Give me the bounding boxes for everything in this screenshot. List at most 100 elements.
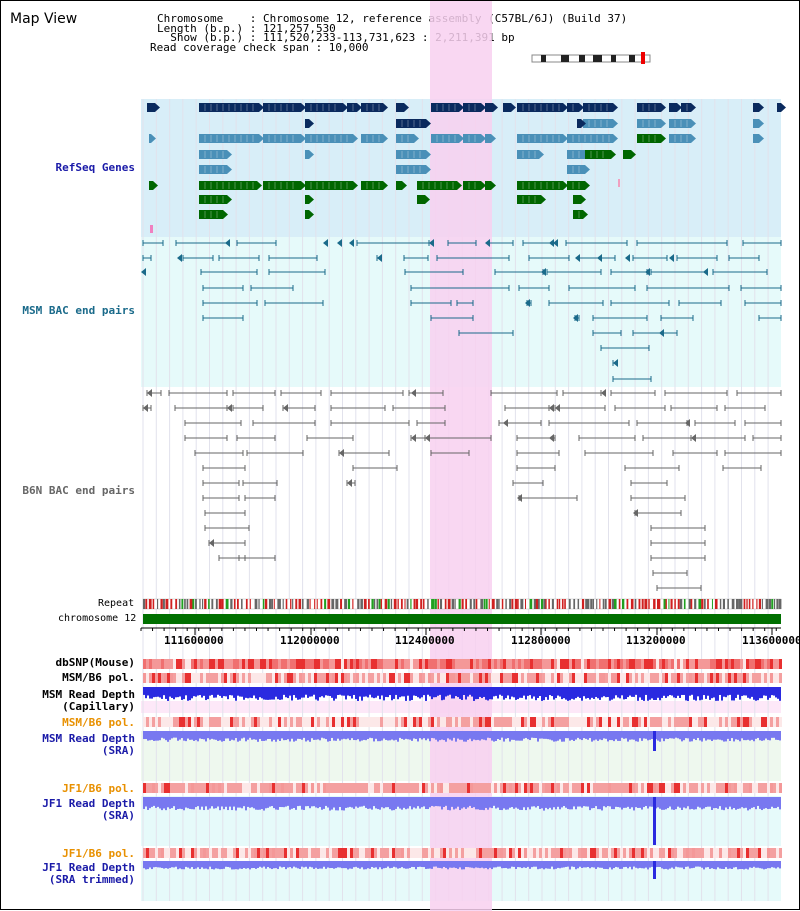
read-depth-spike <box>653 797 656 845</box>
read-depth-bar <box>161 861 163 868</box>
read-depth-bar <box>353 731 355 741</box>
repeat-mark <box>670 599 673 609</box>
polymorphism-heat-cell <box>425 848 428 858</box>
read-depth-bar <box>319 861 321 869</box>
bac-end-marker <box>573 314 578 322</box>
read-depth-bar <box>447 861 449 870</box>
polymorphism-heat-cell <box>173 783 176 793</box>
repeat-mark <box>437 599 439 609</box>
read-depth-bar <box>367 687 369 698</box>
polymorphism-heat-cell <box>722 717 725 727</box>
polymorphism-heat-cell <box>551 783 554 793</box>
read-depth-bar <box>309 687 311 697</box>
polymorphism-heat-cell <box>764 848 767 858</box>
read-depth-bar <box>615 731 617 740</box>
repeat-mark <box>517 599 519 609</box>
bac-end-marker <box>601 389 606 397</box>
read-depth-bar <box>555 731 557 742</box>
chromosome-bar <box>143 614 781 624</box>
read-depth-bar <box>303 687 305 698</box>
bac-end-marker <box>429 239 434 247</box>
read-depth-bar <box>247 797 249 807</box>
read-depth-bar <box>215 797 217 809</box>
read-depth-bar <box>411 731 413 741</box>
read-depth-bar <box>771 731 773 738</box>
polymorphism-heat-cell <box>224 717 227 727</box>
read-depth-bar <box>553 861 555 870</box>
track-label-msm-pol: MSM/B6 pol. <box>62 671 135 684</box>
read-depth-bar <box>543 731 545 739</box>
read-depth-bar <box>157 861 159 868</box>
read-depth-bar <box>709 861 711 869</box>
read-depth-bar <box>143 861 145 869</box>
read-depth-bar <box>319 797 321 808</box>
read-depth-bar <box>201 687 203 698</box>
read-depth-bar <box>175 731 177 738</box>
repeat-mark <box>621 599 625 609</box>
read-depth-bar <box>373 797 375 807</box>
polymorphism-heat-cell <box>290 783 293 793</box>
read-depth-bar <box>737 731 739 740</box>
polymorphism-heat-cell <box>653 848 656 858</box>
read-depth-bar <box>347 797 349 808</box>
read-depth-bar <box>297 687 299 700</box>
read-depth-bar <box>181 861 183 870</box>
read-depth-bar <box>383 861 385 869</box>
read-depth-bar <box>307 731 309 741</box>
polymorphism-heat-cell <box>389 848 392 858</box>
polymorphism-heat-cell <box>167 848 170 858</box>
read-depth-bar <box>211 797 213 807</box>
repeat-mark <box>184 599 186 609</box>
polymorphism-heat-cell <box>356 673 359 683</box>
read-depth-bar <box>181 687 183 700</box>
read-depth-bar <box>271 861 273 870</box>
repeat-mark <box>613 599 617 609</box>
polymorphism-heat-cell <box>713 673 716 683</box>
polymorphism-heat-cell <box>335 659 338 669</box>
polymorphism-heat-cell <box>446 848 449 858</box>
read-depth-bar <box>705 797 707 808</box>
read-depth-bar <box>153 861 155 868</box>
polymorphism-heat-cell <box>578 717 581 727</box>
read-depth-bar <box>263 731 265 741</box>
read-depth-bar <box>325 687 327 696</box>
gene-block <box>361 134 383 143</box>
polymorphism-heat-cell <box>545 659 548 669</box>
polymorphism-heat-cell <box>467 848 470 858</box>
read-depth-bar <box>537 687 539 698</box>
polymorphism-heat-cell <box>224 848 227 858</box>
read-depth-bar <box>733 687 735 701</box>
gene-marker <box>150 225 153 233</box>
read-depth-bar <box>607 861 609 870</box>
read-depth-bar <box>165 797 167 811</box>
read-depth-bar <box>491 731 493 741</box>
polymorphism-heat-cell <box>584 717 587 727</box>
polymorphism-heat-cell <box>764 673 767 683</box>
read-depth-bar <box>635 861 637 868</box>
repeat-mark <box>604 599 607 609</box>
read-depth-bar <box>437 797 439 807</box>
polymorphism-heat-cell <box>353 848 356 858</box>
repeat-mark <box>618 599 621 609</box>
polymorphism-heat-cell <box>731 717 734 727</box>
polymorphism-heat-cell <box>293 848 296 858</box>
polymorphism-heat-cell <box>659 848 662 858</box>
read-depth-bar <box>607 687 609 697</box>
read-depth-bar <box>751 861 753 868</box>
polymorphism-heat-cell <box>644 848 647 858</box>
polymorphism-heat-cell <box>170 659 173 669</box>
read-depth-bar <box>267 861 269 868</box>
read-depth-bar <box>441 797 443 810</box>
polymorphism-heat-cell <box>623 848 626 858</box>
read-depth-bar <box>589 731 591 739</box>
read-depth-bar <box>501 797 503 811</box>
read-depth-bar <box>143 687 145 695</box>
read-depth-bar <box>193 731 195 741</box>
gene-block <box>753 134 759 143</box>
polymorphism-heat-cell <box>287 717 290 727</box>
read-depth-bar <box>651 861 653 867</box>
read-depth-bar <box>367 797 369 809</box>
read-depth-bar <box>229 731 231 741</box>
read-depth-bar <box>245 797 247 811</box>
